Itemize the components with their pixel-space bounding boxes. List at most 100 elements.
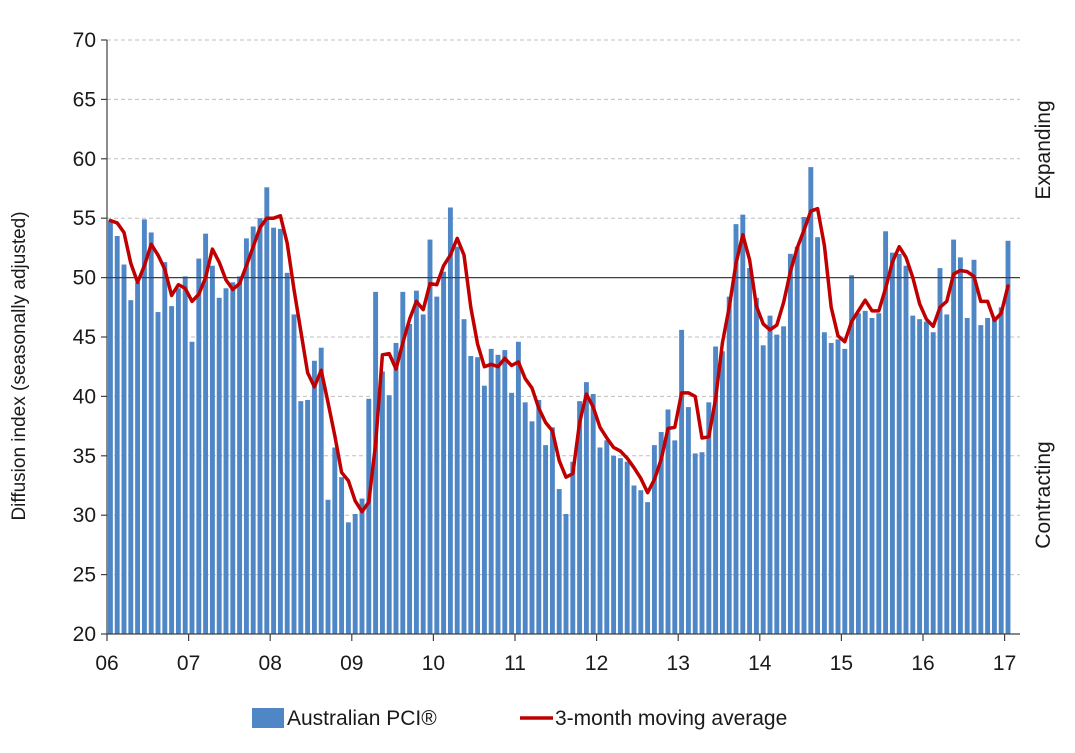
pci-bar [699,452,705,634]
pci-bar [631,485,637,634]
pci-bar [726,296,732,634]
pci-bar [441,271,447,634]
pci-bar [182,276,188,634]
pci-bar [563,514,569,634]
x-tick-label: 09 [340,652,363,675]
y-tick-label: 50 [73,267,96,290]
pci-bar [883,231,889,634]
pci-bar [645,502,651,634]
pci-bar [611,455,617,634]
moving-average-series [108,206,1010,514]
pci-bar [964,317,970,634]
pci-bar [896,253,902,634]
pci-bar [434,296,440,634]
pci-bar [774,334,780,634]
pci-bar [917,319,923,634]
pci-bar [713,346,719,634]
pci-bar [740,214,746,634]
pci-bar [985,317,991,634]
pci-bar [862,310,868,634]
pci-bar [237,276,243,634]
x-tick-label: 10 [422,652,445,675]
pci-bar [638,490,644,634]
pci-bar [223,288,229,634]
pci-bar [277,228,283,634]
y-tick-labels: 20 25 30 35 40 45 50 55 60 65 70 [73,29,107,646]
pci-bar [753,297,759,634]
pci-bar [556,489,562,634]
pci-bar [148,232,154,634]
pci-bar [821,332,827,634]
pci-bar [617,458,623,634]
pci-bar [298,401,304,634]
x-tick-labels: 06 07 08 09 10 11 12 13 14 15 16 17 [95,634,1016,675]
x-tick-label: 14 [748,652,772,675]
pci-bar [815,237,821,634]
pci-bar [522,402,528,634]
pci-bar [876,313,882,634]
pci-bar [325,499,331,634]
pci-bar [733,224,739,634]
y-axis-title: Diffusion index (seasonally adjusted) [9,211,30,520]
x-tick-label: 17 [993,652,1016,675]
pci-bar [502,350,508,634]
pci-bar [339,477,345,634]
pci-bar [495,354,501,634]
pci-bar [604,440,610,634]
pci-bar [590,394,596,634]
pci-bar [250,226,256,634]
x-tick-label: 11 [504,652,526,675]
legend-line-label: 3-month moving average [555,707,787,730]
legend-bar-label: Australian PCI® [287,707,437,730]
pci-bar [413,290,419,634]
pci-bar [175,288,181,634]
y-tick-label: 25 [73,564,96,587]
pci-bar [332,447,338,634]
pci-bar [672,440,678,634]
pci-bar [787,253,793,634]
pci-bar [842,348,848,634]
pci-bar [624,461,630,634]
bar-series [107,167,1011,634]
pci-bar [216,297,222,634]
pci-bar [400,291,406,634]
pci-bar [447,207,453,634]
pci-bar [651,445,657,634]
pci-bar [379,371,385,634]
pci-bar [679,329,685,634]
pci-bar [685,407,691,634]
pci-bar [454,246,460,634]
pci-bar [271,227,277,634]
contracting-label: Contracting [1032,441,1055,548]
pci-bar [944,314,950,634]
pci-bar [284,272,290,634]
pci-bar [910,315,916,634]
y-tick-label: 35 [73,445,96,468]
y-tick-label: 40 [73,385,96,408]
pci-bar [835,339,841,634]
x-tick-label: 06 [95,652,118,675]
pci-bar [128,300,134,634]
pci-bar [515,341,521,634]
pci-bar [318,347,324,634]
x-tick-label: 12 [585,652,608,675]
pci-bar [706,402,712,634]
pci-bar [889,252,895,634]
pci-bar [719,351,725,634]
pci-bar [475,357,481,634]
pci-bar [957,257,963,634]
x-tick-label: 16 [911,652,934,675]
pci-bar [359,498,365,634]
pci-bar [407,323,413,634]
pci-bar [767,315,773,634]
pci-bar [345,522,351,634]
pci-bar [665,409,671,634]
x-tick-label: 13 [667,652,690,675]
pci-bar [386,395,392,634]
pci-bar [1005,240,1011,634]
pci-bar [114,236,120,634]
pci-bar [481,385,487,634]
pci-bar [311,360,317,634]
y-tick-label: 55 [73,207,96,230]
pci-bar [828,342,834,634]
